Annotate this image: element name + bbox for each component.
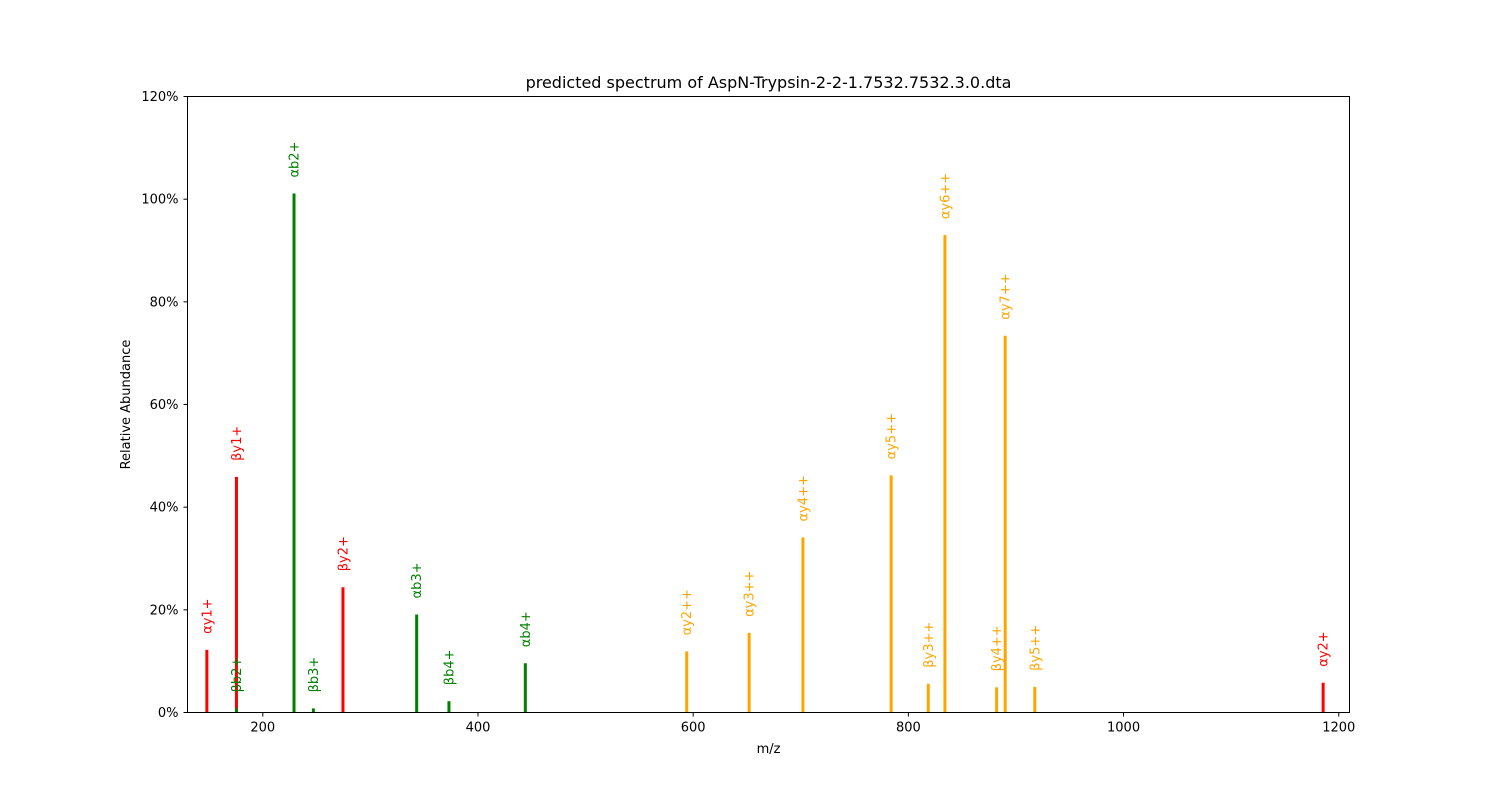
x-tick-label: 1000 [1107, 721, 1140, 736]
y-tick-label: 100% [141, 193, 178, 208]
x-tick-label: 1200 [1322, 721, 1355, 736]
y-tick-label: 80% [150, 295, 179, 310]
peak-label: βy3++ [922, 622, 937, 668]
y-axis-label: Relative Abundance [119, 340, 134, 470]
peak-label: αb3+ [410, 562, 425, 598]
peak-label: αy3++ [743, 571, 758, 617]
y-tick-label: 60% [150, 398, 179, 413]
peak-label: αy4++ [796, 475, 811, 521]
peak-label: βy4++ [990, 625, 1005, 671]
x-tick-label: 800 [896, 721, 921, 736]
peak-label: βy2+ [336, 536, 351, 571]
peak-label: αy1+ [200, 598, 215, 633]
y-tick-label: 20% [150, 603, 179, 618]
x-axis-label: m/z [757, 742, 781, 757]
y-tick-label: 0% [158, 706, 179, 721]
y-axis: 0% 20% 40% 60% 80% 100% 120% [141, 90, 188, 721]
x-tick-label: 400 [466, 721, 491, 736]
peak-label: βb4+ [442, 649, 457, 685]
peak-label: βb3+ [307, 657, 322, 693]
peak-label: αy7++ [999, 273, 1014, 319]
x-tick-label: 200 [250, 721, 275, 736]
peak-label: αb2+ [288, 142, 303, 178]
peak-label: αb4+ [519, 611, 534, 647]
peak-label: βb2+ [230, 657, 245, 693]
plot-frame [187, 96, 1350, 713]
peak-label: αy6++ [938, 173, 953, 219]
peak-label: αy2++ [680, 589, 695, 635]
y-tick-label: 120% [141, 90, 178, 105]
peak-label: αy5++ [885, 413, 900, 459]
x-axis: 200 400 600 800 1000 1200 [250, 712, 1355, 736]
y-tick-label: 40% [150, 501, 179, 516]
peak-label: αy2+ [1317, 631, 1332, 666]
peaks-layer: αy1+ βy1+ βb2+ αb2+ βb3+ βy2+ αb3+ βb4+ αb4+ αy2+… [200, 142, 1332, 713]
x-tick-label: 600 [681, 721, 706, 736]
peak-label: βy5++ [1028, 625, 1043, 671]
peak-label: βy1+ [230, 426, 245, 461]
chart-title: predicted spectrum of AspN-Trypsin-2-2-1… [526, 73, 1012, 92]
